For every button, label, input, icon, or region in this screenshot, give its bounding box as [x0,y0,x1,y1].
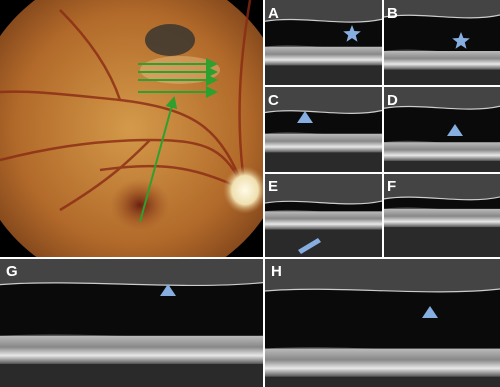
retina-layers [384,142,500,161]
triangle [160,284,176,296]
retina-layers [384,51,500,70]
star [452,32,470,49]
fundus-photo [0,0,263,257]
panel-label: C [268,92,279,109]
panel-label: D [387,92,398,109]
retina-surface [383,14,500,19]
panel-label: B [387,5,398,22]
fluid-cavity [265,110,382,136]
triangle [447,124,463,136]
choroid [265,65,382,85]
retina-layers [265,211,382,230]
retina-surface [0,282,264,287]
fluid-cavity [265,289,500,351]
retina-layers [265,348,500,377]
star [343,25,361,42]
retina-surface [383,105,500,110]
triangle [422,306,438,318]
arrow [298,238,321,254]
retina-surface [264,109,383,114]
retina-layers [265,46,382,66]
fluid-cavity [0,282,263,338]
choroid [265,376,500,387]
panel-label: G [6,263,18,280]
fluid-cavity [265,19,382,49]
retina-layers [265,133,382,153]
retina-layers [0,335,263,364]
fluid-cavity [384,106,500,144]
retina-layers [384,208,500,228]
panel-label: H [271,263,282,280]
choroid [384,160,500,172]
panel-label: E [268,178,278,195]
markers [160,25,470,318]
panel-label: A [268,5,279,22]
choroid [0,363,263,387]
retina-surface [264,18,383,23]
choroid [384,227,500,257]
retina-surface [264,200,383,205]
retina-surface [264,288,500,293]
choroid [384,69,500,85]
choroid [265,229,382,257]
choroid [265,152,382,172]
panel-label: F [387,178,396,195]
triangle [297,111,313,123]
retina-surface [383,196,500,201]
fluid-cavity [384,15,500,53]
